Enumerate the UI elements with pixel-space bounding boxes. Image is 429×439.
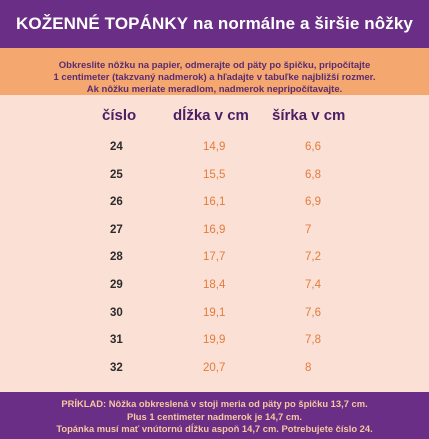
cell-dlzka: 14,9 xyxy=(203,141,226,153)
table-row: 29 18,4 7,4 xyxy=(0,273,429,301)
cell-cislo: 28 xyxy=(110,251,123,264)
page-title-upper: KOŽENNÉ TOPÁNKY xyxy=(16,14,189,33)
cell-dlzka: 16,9 xyxy=(203,223,226,236)
measuring-instructions: Obkreslite nôžku na papier, odmerajte od… xyxy=(0,48,429,95)
size-table: číslo dĺžka v cm šírka v cm 24 14,9 6,6 … xyxy=(0,103,429,383)
cell-sirka: 6,8 xyxy=(305,168,321,181)
cell-cislo: 29 xyxy=(110,278,123,291)
cell-cislo: 25 xyxy=(110,168,123,181)
cell-sirka: 7,4 xyxy=(305,278,321,291)
cell-sirka: 7,8 xyxy=(305,334,321,347)
size-table-header: číslo dĺžka v cm šírka v cm xyxy=(0,103,429,131)
table-row: 31 19,9 7,8 xyxy=(0,328,429,356)
column-header-cislo: číslo xyxy=(102,107,137,124)
cell-sirka: 6,6 xyxy=(305,141,321,153)
page-title: KOŽENNÉ TOPÁNKY na normálne a širšie nôž… xyxy=(0,0,429,48)
cell-cislo: 24 xyxy=(110,141,123,153)
column-header-dlzka: dĺžka v cm xyxy=(173,107,249,124)
example-line-2: Plus 1 centimeter nadmerok je 14,7 cm. xyxy=(126,410,303,422)
example-line-3: Topánka musí mať vnútornú dĺžku aspoň 14… xyxy=(56,423,373,434)
table-row: 26 16,1 6,9 xyxy=(0,190,429,218)
table-row: 25 15,5 6,8 xyxy=(0,163,429,191)
cell-cislo: 31 xyxy=(110,334,123,347)
column-header-sirka: šírka v cm xyxy=(272,107,346,124)
table-row: 30 19,1 7,6 xyxy=(0,301,429,329)
example-note: PRÍKLAD: Nôžka obkreslená v stoji meria … xyxy=(0,392,429,439)
cell-sirka: 7,6 xyxy=(305,306,321,319)
table-row: 28 17,7 7,2 xyxy=(0,245,429,273)
cell-cislo: 27 xyxy=(110,223,123,236)
cell-dlzka: 17,7 xyxy=(203,251,226,264)
cell-dlzka: 16,1 xyxy=(203,196,226,209)
cell-dlzka: 20,7 xyxy=(203,361,226,374)
table-row: 24 14,9 6,6 xyxy=(0,135,429,163)
cell-sirka: 7 xyxy=(305,223,312,236)
size-table-body: 24 14,9 6,6 25 15,5 6,8 26 16,1 6,9 27 1… xyxy=(0,135,429,383)
example-line-1: PRÍKLAD: Nôžka obkreslená v stoji meria … xyxy=(61,398,368,409)
page-title-rest: na normálne a širšie nôžky xyxy=(188,14,413,33)
instruction-line-3: Ak nôžku meriate meradlom, nadmerok nepr… xyxy=(86,84,343,95)
table-row: 27 16,9 7 xyxy=(0,218,429,246)
cell-sirka: 8 xyxy=(305,361,312,374)
cell-cislo: 32 xyxy=(110,361,123,374)
cell-dlzka: 18,4 xyxy=(203,278,226,291)
instruction-line-1: Obkreslite nôžku na papier, odmerajte od… xyxy=(58,60,371,71)
cell-cislo: 26 xyxy=(110,196,123,209)
cell-dlzka: 19,9 xyxy=(203,334,226,347)
cell-dlzka: 15,5 xyxy=(203,168,226,181)
table-row: 32 20,7 8 xyxy=(0,356,429,384)
cell-sirka: 6,9 xyxy=(305,196,321,209)
cell-dlzka: 19,1 xyxy=(203,306,226,319)
cell-cislo: 30 xyxy=(110,306,123,319)
cell-sirka: 7,2 xyxy=(305,251,321,264)
instruction-line-2: 1 centimeter (takzvaný nadmerok) a hľada… xyxy=(53,72,376,83)
